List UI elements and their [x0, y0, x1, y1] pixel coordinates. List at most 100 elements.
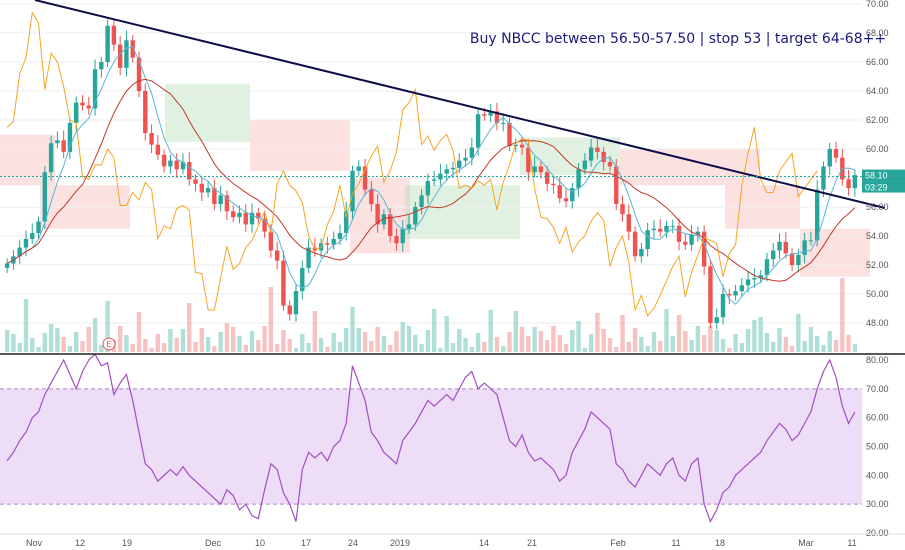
- volume-bar: [193, 342, 198, 352]
- rsi-tick-label: 80.00: [866, 355, 889, 365]
- candle-body: [651, 228, 657, 231]
- volume-bar: [708, 326, 713, 352]
- volume-bar: [501, 346, 506, 352]
- volume-bar: [161, 343, 167, 352]
- volume-bar: [607, 338, 613, 352]
- volume-bar: [356, 328, 361, 352]
- countdown-label: 03:29: [865, 183, 888, 193]
- candle-body: [607, 162, 613, 167]
- volume-bar: [300, 334, 305, 352]
- candle-body: [369, 189, 374, 205]
- candle-body: [92, 69, 98, 109]
- candle-body: [67, 122, 73, 152]
- candle-body: [193, 179, 198, 184]
- price-tick-label: 52.00: [866, 260, 889, 270]
- candle-body: [745, 279, 751, 286]
- volume-bar: [293, 348, 299, 352]
- candle-body: [846, 179, 851, 189]
- volume-bar: [387, 345, 393, 352]
- volume-bar: [243, 345, 248, 352]
- volume-bar: [117, 326, 123, 352]
- volume-bar: [494, 337, 500, 352]
- volume-bar: [256, 340, 261, 352]
- candle-body: [42, 172, 48, 222]
- volume-bar: [632, 328, 638, 352]
- candle-body: [827, 149, 832, 167]
- earnings-marker-label: E: [106, 340, 111, 349]
- volume-bar: [281, 330, 286, 352]
- rsi-tick-label: 70.00: [866, 384, 889, 394]
- candle-body: [375, 204, 380, 225]
- volume-bar: [337, 342, 343, 352]
- candle-body: [281, 260, 286, 306]
- volume-bar: [431, 309, 437, 352]
- x-tick-label: 11: [671, 538, 680, 548]
- cloud-green-2: [405, 185, 520, 239]
- candle-body: [777, 241, 782, 251]
- candle-body: [413, 207, 418, 225]
- price-tick-label: 68.00: [866, 28, 889, 38]
- candle-body: [337, 233, 343, 239]
- rsi-tick-label: 50.00: [866, 442, 889, 452]
- candle-body: [582, 160, 588, 170]
- volume-bar: [601, 329, 606, 352]
- candle-body: [419, 195, 424, 207]
- candle-body: [764, 259, 770, 276]
- x-tick-label: 11: [847, 538, 856, 548]
- volume-bar: [582, 348, 588, 352]
- candle-body: [243, 212, 248, 225]
- volume-bar: [595, 313, 600, 352]
- volume-bar: [11, 334, 16, 352]
- candle-body: [325, 243, 330, 245]
- volume-bar: [17, 343, 22, 352]
- cloud-red-7: [800, 228, 870, 277]
- volume-bar: [419, 344, 424, 352]
- candle-body: [105, 25, 110, 62]
- x-tick-label: 12: [75, 538, 85, 548]
- price-tick-label: 60.00: [866, 144, 889, 154]
- lagging-span: [6, 11, 818, 317]
- conversion-line: [6, 46, 856, 305]
- countdown-badge: [862, 181, 905, 193]
- candle-body: [519, 144, 525, 148]
- candle-body: [720, 294, 726, 318]
- volume-bar: [124, 335, 129, 352]
- volume-bar: [205, 337, 211, 352]
- candle-body: [664, 225, 669, 232]
- volume-bar: [212, 346, 217, 352]
- candle-body: [4, 263, 10, 268]
- volume-bar: [783, 337, 788, 352]
- candle-body: [676, 225, 682, 242]
- candle-body: [620, 204, 625, 215]
- candle-body: [802, 240, 807, 255]
- volume-bar: [588, 334, 594, 352]
- candle-body: [507, 122, 512, 147]
- candle-body: [155, 144, 161, 155]
- volume-bar: [752, 320, 757, 352]
- volume-bar: [80, 341, 85, 352]
- x-tick-label: Feb: [610, 538, 626, 548]
- candle-body: [626, 214, 631, 232]
- volume-bar: [733, 334, 738, 352]
- candle-body: [344, 211, 349, 234]
- volume-bar: [727, 348, 732, 352]
- x-tick-label: 17: [301, 538, 311, 548]
- rsi-band: [0, 388, 862, 505]
- volume-bar: [626, 342, 631, 352]
- candle-body: [168, 160, 173, 167]
- rsi-tick-label: 30.00: [866, 499, 889, 509]
- x-tick-label: Mar: [798, 538, 814, 548]
- volume-bar: [651, 332, 657, 352]
- candle-body: [758, 275, 763, 279]
- candle-body: [632, 231, 638, 257]
- candle-body: [331, 238, 336, 245]
- volume-bar: [155, 334, 161, 352]
- volume-bar: [852, 344, 858, 352]
- volume-bar: [149, 348, 154, 352]
- volume-bar: [714, 330, 719, 352]
- candle-body: [538, 166, 544, 173]
- candle-body: [61, 140, 66, 152]
- volume-bar: [400, 322, 405, 352]
- volume-bar: [306, 343, 311, 352]
- candle-body: [701, 231, 707, 267]
